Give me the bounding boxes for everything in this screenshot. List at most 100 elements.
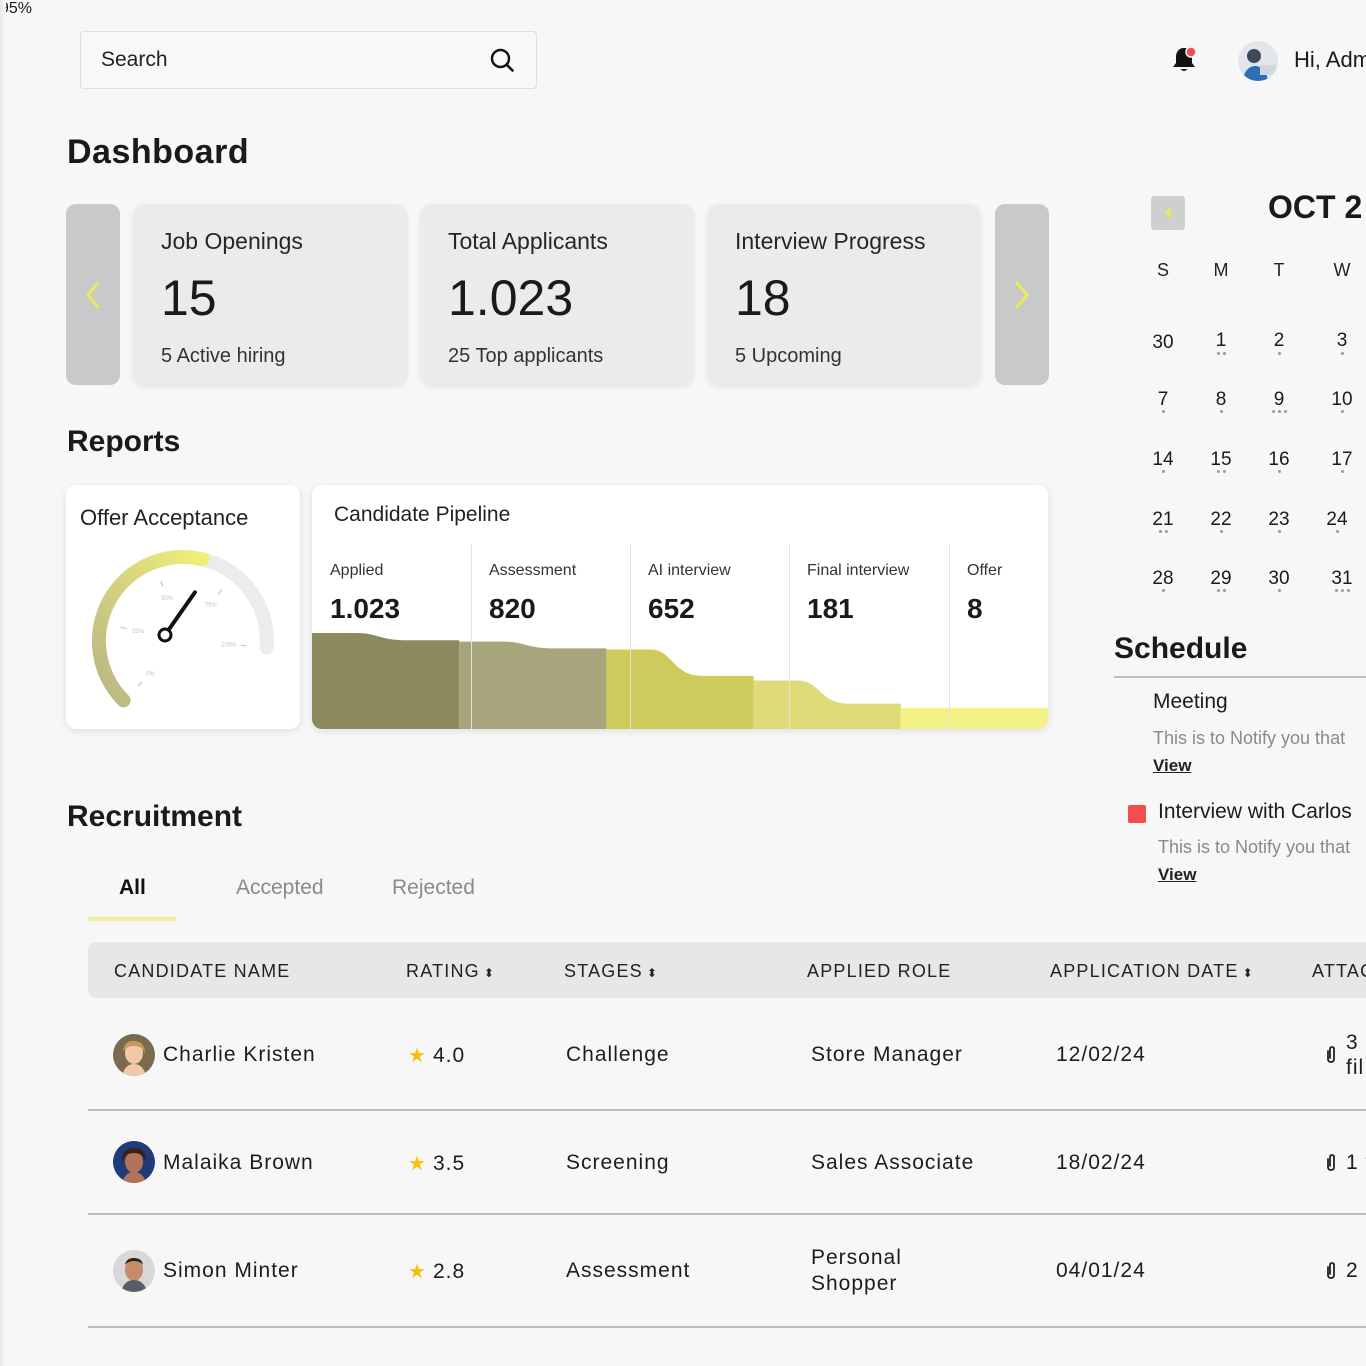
sort-icon[interactable]: ⬍: [646, 966, 659, 980]
stat-value: 1.023: [448, 270, 574, 326]
tab-all[interactable]: All: [119, 876, 146, 899]
event-dots: [1325, 470, 1359, 474]
candidate-name[interactable]: Malaika Brown: [163, 1151, 314, 1174]
table-row[interactable]: Malaika Brown ★ 3.5 Screening Sales Assoc…: [88, 1111, 1366, 1215]
pipeline-stage-final-interview[interactable]: Final interview 181: [789, 545, 948, 729]
greeting-text[interactable]: Hi, Adm: [1294, 47, 1366, 72]
tab-accepted[interactable]: Accepted: [236, 876, 324, 899]
stage-name: AI interview: [648, 562, 731, 579]
paperclip-icon[interactable]: [1324, 1261, 1338, 1281]
event-dots: [1262, 589, 1296, 593]
pipeline-stage-ai-interview[interactable]: AI interview 652: [630, 545, 789, 729]
bell-icon[interactable]: [1168, 44, 1200, 76]
calendar-prev-button[interactable]: [1151, 196, 1185, 230]
candidate-pipeline-card[interactable]: Candidate Pipeline Applied 1.023 Assessm…: [312, 485, 1048, 729]
offer-gauge: 0% 25% 50% 75% 100%: [91, 550, 274, 708]
calendar-day[interactable]: 17: [1331, 449, 1353, 470]
attachment-count-suffix[interactable]: fil: [1346, 1056, 1365, 1079]
calendar-day[interactable]: 16: [1268, 449, 1290, 470]
pipeline-stage-applied[interactable]: Applied 1.023: [312, 545, 471, 729]
calendar-day[interactable]: 10: [1331, 389, 1353, 410]
sort-icon[interactable]: ⬍: [1242, 966, 1254, 980]
pipeline-stage-assessment[interactable]: Assessment 820: [471, 545, 630, 729]
candidate-name[interactable]: Simon Minter: [163, 1259, 299, 1282]
search-bar[interactable]: [80, 31, 537, 89]
calendar-day[interactable]: 7: [1157, 389, 1169, 410]
col-label: APPLICATION DATE: [1050, 961, 1239, 981]
stage-divider: [471, 545, 472, 729]
calendar-day[interactable]: 24: [1326, 509, 1348, 530]
search-input[interactable]: [101, 48, 488, 72]
event-desc: This is to Notify you that: [1158, 837, 1351, 857]
calendar-day[interactable]: 14: [1152, 449, 1174, 470]
col-rating[interactable]: RATING ⬍: [406, 961, 495, 982]
reports-title: Reports: [67, 425, 181, 458]
stage-divider: [789, 545, 790, 729]
page-edge: [0, 0, 6, 1366]
tab-rejected[interactable]: Rejected: [392, 876, 475, 899]
stage-name: Final interview: [807, 562, 910, 579]
rating: ★ 3.5: [408, 1151, 465, 1176]
pipeline-chart: [312, 633, 1048, 729]
stat-value: 18: [735, 270, 791, 326]
pipeline-area-1: [459, 641, 607, 729]
stat-sub: 25 Top applicants: [448, 345, 604, 367]
stage-value: 181: [807, 593, 854, 624]
carousel-next-button[interactable]: [995, 204, 1049, 385]
event-dots: [1262, 470, 1296, 474]
calendar-day[interactable]: 15: [1210, 449, 1232, 470]
calendar-day[interactable]: 21: [1152, 509, 1174, 530]
pipeline-stage-offer[interactable]: Offer 8: [949, 545, 1048, 729]
stage-name: Assessment: [489, 562, 577, 579]
calendar-day[interactable]: 9: [1273, 389, 1285, 410]
event-dots: [1204, 352, 1238, 356]
sort-icon[interactable]: ⬍: [483, 966, 496, 980]
gauge-tick-label: 25%: [132, 629, 145, 635]
stat-title: Job Openings: [161, 228, 303, 254]
calendar-day[interactable]: 3: [1336, 330, 1348, 351]
calendar-day[interactable]: 31: [1331, 568, 1353, 589]
calendar-day[interactable]: 8: [1215, 389, 1227, 410]
calendar-day[interactable]: 30: [1152, 332, 1174, 353]
event-dots: [1262, 410, 1296, 414]
candidate-name[interactable]: Charlie Kristen: [163, 1043, 316, 1066]
col-stages[interactable]: STAGES ⬍: [564, 961, 658, 982]
admin-avatar[interactable]: [1238, 41, 1278, 81]
pipeline-area-0: [312, 633, 460, 729]
event-view-link[interactable]: View: [1158, 865, 1197, 884]
attachment-count[interactable]: 1 f: [1346, 1151, 1366, 1174]
paperclip-icon[interactable]: [1324, 1153, 1338, 1173]
table-row[interactable]: Charlie Kristen ★ 4.0 Challenge Store Man…: [88, 998, 1366, 1111]
event-title: Interview with Carlos: [1158, 800, 1352, 823]
pipeline-area-2: [606, 649, 754, 729]
attachment-count[interactable]: 2: [1346, 1259, 1359, 1282]
carousel-prev-button[interactable]: [66, 204, 120, 385]
calendar-day[interactable]: 22: [1210, 509, 1232, 530]
col-application-date[interactable]: APPLICATION DATE ⬍: [1050, 961, 1254, 982]
stage: Assessment: [566, 1259, 691, 1282]
calendar-day[interactable]: 30: [1268, 568, 1290, 589]
offer-acceptance-card[interactable]: Offer Acceptance 0% 25% 50% 75% 100%: [66, 485, 300, 729]
calendar-dow: T: [1273, 260, 1285, 280]
recruitment-title: Recruitment: [67, 800, 243, 833]
search-icon[interactable]: [488, 46, 516, 74]
calendar-day[interactable]: 28: [1152, 568, 1174, 589]
attachment-count[interactable]: 3: [1346, 1031, 1359, 1054]
paperclip-icon[interactable]: [1324, 1045, 1338, 1065]
applied-role: Sales Associate: [811, 1151, 975, 1174]
stat-sub: 5 Active hiring: [161, 345, 286, 367]
stat-card-interview-progress[interactable]: Interview Progress 18 5 Upcoming: [707, 204, 981, 385]
calendar-day[interactable]: 1: [1215, 330, 1227, 351]
offer-percent: 95%: [0, 0, 33, 17]
calendar-day[interactable]: 23: [1268, 509, 1290, 530]
star-icon: ★: [408, 1153, 427, 1175]
stat-card-total-applicants[interactable]: Total Applicants 1.023 25 Top applicants: [420, 204, 694, 385]
applied-role: Personal: [811, 1246, 902, 1269]
event-dots: [1146, 530, 1180, 534]
event-view-link[interactable]: View: [1153, 756, 1192, 775]
calendar-day[interactable]: 2: [1273, 330, 1285, 351]
table-row[interactable]: Simon Minter ★ 2.8 Assessment Personal Sh…: [88, 1215, 1366, 1328]
application-date: 18/02/24: [1056, 1151, 1146, 1174]
stat-card-job-openings[interactable]: Job Openings 15 5 Active hiring: [133, 204, 407, 385]
calendar-day[interactable]: 29: [1210, 568, 1232, 589]
